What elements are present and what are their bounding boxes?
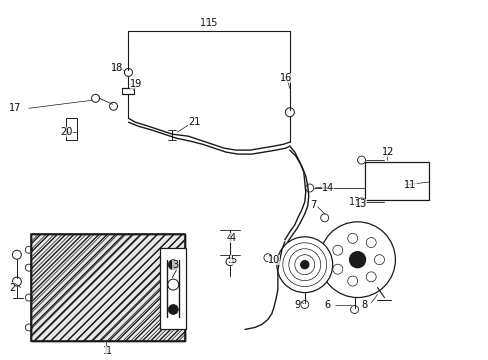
Circle shape [347,233,357,243]
Text: 4: 4 [229,233,236,243]
Text: 20: 20 [61,127,73,137]
Text: 14: 14 [321,183,333,193]
Text: 5: 5 [229,255,236,265]
Circle shape [319,222,395,298]
Text: 18: 18 [110,63,122,73]
Text: 6: 6 [324,300,330,310]
Text: 21: 21 [188,117,200,127]
Text: 19: 19 [130,79,142,89]
Text: 11: 11 [404,180,416,190]
Text: 21: 21 [188,117,200,127]
Text: 19: 19 [130,79,142,89]
Circle shape [332,264,342,274]
Circle shape [366,272,375,282]
Circle shape [366,238,375,248]
Bar [160,248,186,329]
Bar [31,234,185,341]
Bar [364,162,428,200]
Text: 8: 8 [361,300,367,310]
Text: 11: 11 [404,180,416,190]
Bar [31,234,185,341]
Text: 17: 17 [9,103,21,113]
Text: 15: 15 [206,18,218,28]
Text: 12: 12 [381,147,393,157]
Text: 3: 3 [172,260,178,270]
Text: 14: 14 [321,183,333,193]
Text: 10: 10 [267,255,280,265]
Text: 13: 13 [354,199,366,209]
Circle shape [374,255,384,265]
Text: 13: 13 [348,197,361,207]
Text: 1: 1 [102,346,108,356]
Text: 10: 10 [267,255,280,265]
Text: 12: 12 [381,147,393,157]
Text: 8: 8 [361,300,367,310]
Text: 15: 15 [200,18,212,28]
Circle shape [168,260,178,270]
Text: 2: 2 [9,283,15,293]
Text: 16: 16 [279,73,291,84]
Text: 9: 9 [294,300,300,310]
Circle shape [300,261,308,269]
Text: 3: 3 [172,260,178,270]
Circle shape [332,245,342,255]
Circle shape [349,252,365,268]
Text: 2: 2 [9,283,15,293]
Text: 1: 1 [105,346,111,356]
Text: 20: 20 [61,127,73,137]
Text: 4: 4 [226,233,233,243]
Bar [65,118,77,140]
Text: 5: 5 [226,255,233,265]
Circle shape [347,276,357,286]
Circle shape [276,237,332,293]
Circle shape [168,305,178,315]
Text: 18: 18 [110,63,122,73]
Text: 6: 6 [324,300,330,310]
Bar [31,234,185,341]
Text: 9: 9 [294,300,300,310]
Text: 7: 7 [309,200,315,210]
Text: 17: 17 [9,103,21,113]
Text: 7: 7 [309,200,315,210]
Text: 16: 16 [279,73,291,84]
